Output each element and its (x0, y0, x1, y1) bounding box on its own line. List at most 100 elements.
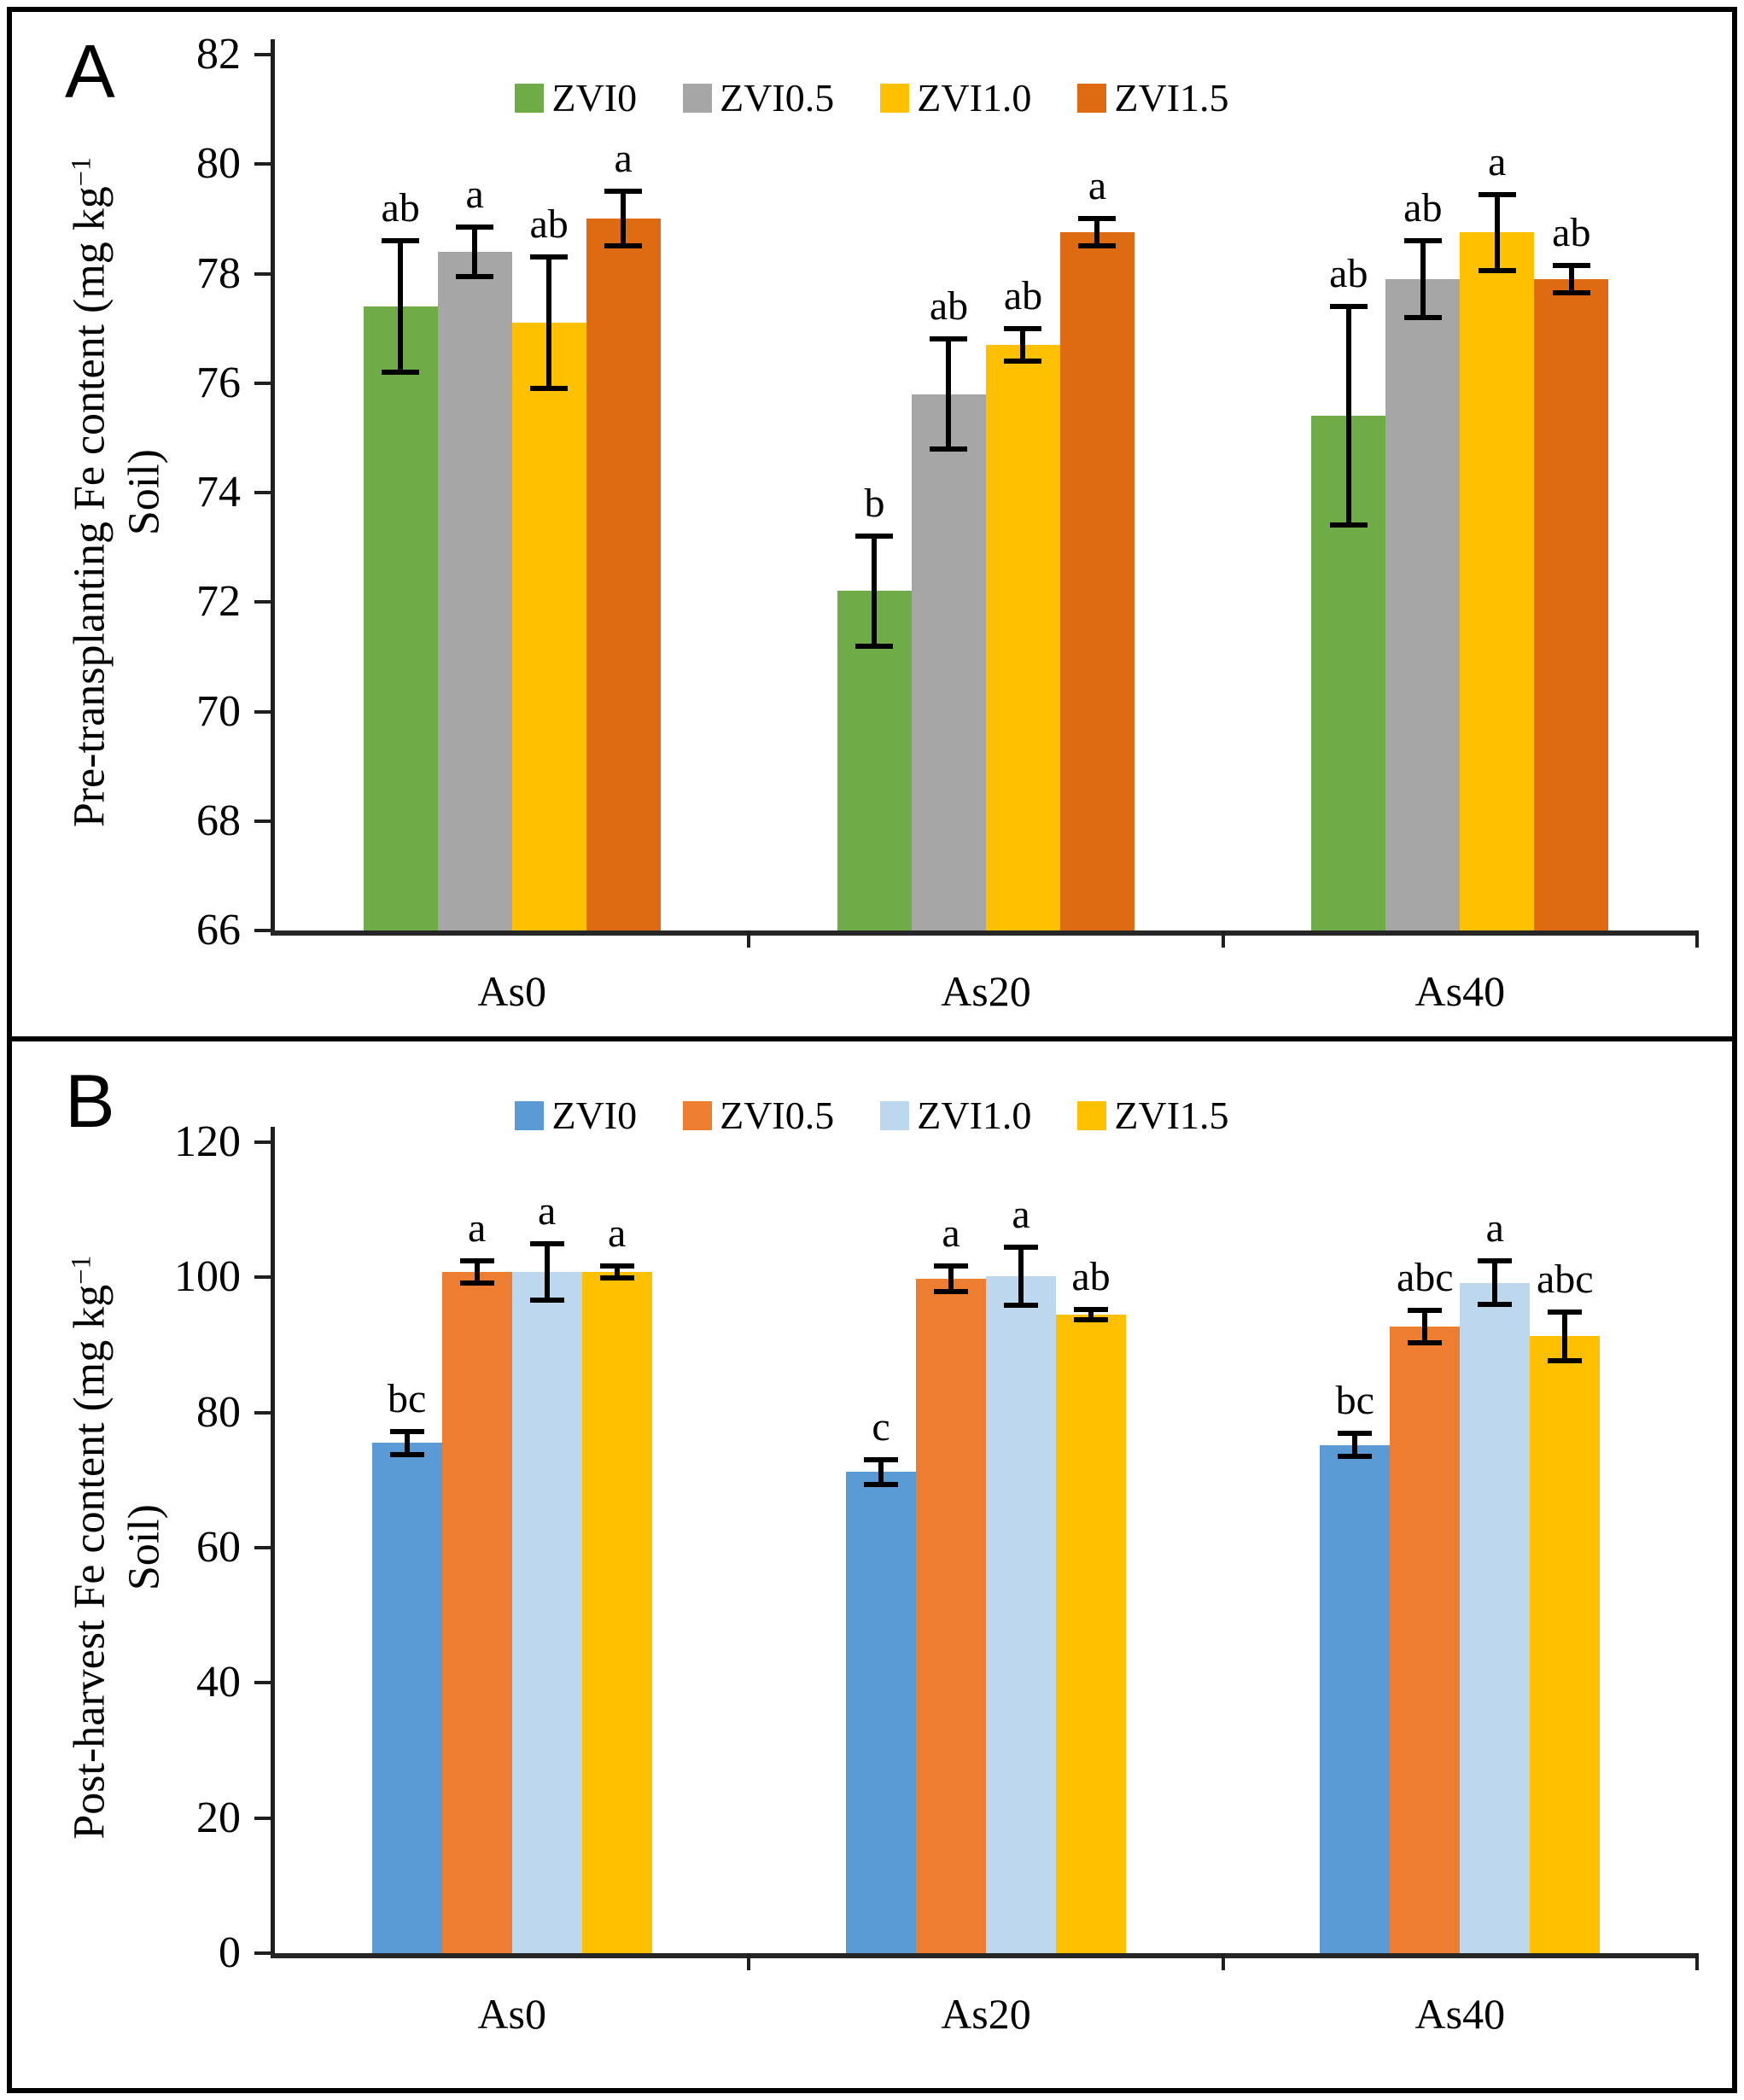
bar-ZVI1.0-As40: a (1460, 141, 1535, 930)
significance-letter: abc (1397, 1255, 1454, 1301)
error-bar-cap-top (1478, 1258, 1513, 1264)
bar-ZVI0-As40: ab (1311, 253, 1386, 930)
bar-ZVI0-As20: b (837, 483, 912, 930)
error-bar (474, 1261, 480, 1283)
panel-b: B Post-harvest Fe content (mg kg−1 Soil)… (7, 1036, 1737, 2093)
error-bar (1345, 306, 1351, 526)
y-axis-tick (254, 381, 271, 385)
bar-ZVI0.5-As0: a (441, 1208, 512, 1953)
significance-letter: ab (1071, 1253, 1111, 1299)
x-axis-tick (1695, 1953, 1699, 1970)
significance-letter: ab (529, 201, 569, 248)
error-bar-cap-top (599, 1263, 634, 1269)
bar-ZVI0.5-As20: a (915, 1212, 986, 1953)
y-axis-unit-superscript: −1 (65, 156, 96, 187)
figure: A Pre-transplanting Fe content (mg kg−1 … (7, 7, 1737, 2093)
error-bar (1094, 219, 1100, 247)
x-axis-category-label: As0 (477, 1990, 546, 2038)
error-bar-cap-bottom (459, 1280, 494, 1286)
y-axis-tick (254, 1140, 271, 1144)
error-bar-cap-top (459, 1258, 494, 1264)
x-axis-tick (1221, 930, 1225, 948)
error-bar-cap-bottom (1548, 1357, 1583, 1363)
bar-ZVI1.5-As0: a (581, 1212, 652, 1953)
category-group-As0: ab a ab a As0 (275, 55, 749, 1012)
y-axis-tick-label: 80 (196, 139, 241, 189)
bar-ZVI0-As20: c (845, 1407, 916, 1953)
error-bar (872, 536, 878, 646)
x-axis-category-label: As0 (477, 967, 546, 1015)
legend-b: ZVI0 ZVI0.5 ZVI1.0 ZVI1.5 (12, 1096, 1732, 1135)
legend-label: ZVI1.0 (917, 1094, 1032, 1137)
x-axis-category-label: As40 (1414, 1990, 1506, 2038)
bar-ZVI0-As40: bc (1320, 1380, 1391, 1953)
significance-letter: bc (388, 1375, 427, 1421)
significance-letter: a (942, 1210, 960, 1256)
error-bar-cap-top (1478, 191, 1516, 197)
significance-letter: a (538, 1187, 557, 1234)
x-axis-category-label: As20 (941, 1990, 1031, 2038)
bar-ZVI1.5-As0: a (586, 138, 661, 930)
error-bar-cap-bottom (1078, 243, 1117, 249)
significance-letter: abc (1537, 1256, 1594, 1302)
y-axis-tick-label: 20 (196, 1793, 241, 1842)
legend-a: ZVI0 ZVI0.5 ZVI1.0 ZVI1.5 (12, 79, 1732, 118)
error-bar (546, 257, 552, 389)
bar-fill (1460, 1282, 1531, 1953)
category-group-As20: c a a ab As20 (749, 1142, 1222, 2035)
legend-label: ZVI1.5 (1114, 76, 1229, 120)
y-axis-tick-label: 78 (196, 248, 241, 298)
legend-swatch-icon (515, 84, 545, 113)
error-bar-cap-top (930, 336, 968, 342)
bar-fill (985, 1275, 1056, 1953)
error-bar-cap-bottom (933, 1288, 968, 1294)
legend-item-ZVI1.5: ZVI1.5 (1077, 1094, 1229, 1137)
error-bar-cap-bottom (529, 1298, 564, 1304)
x-axis-tick (1695, 930, 1699, 948)
error-bar-cap-bottom (1552, 289, 1590, 295)
y-axis-title-text: Post-harvest Fe content (mg kg (65, 1284, 114, 1840)
error-bar-cap-bottom (1003, 1302, 1038, 1308)
legend-label: ZVI0.5 (720, 1094, 835, 1137)
error-bar (1562, 1311, 1568, 1361)
significance-letter: a (1485, 1205, 1504, 1251)
y-axis-tick (254, 53, 271, 56)
y-axis-tick (254, 1275, 271, 1280)
y-axis-tick (254, 1816, 271, 1820)
error-bar (1352, 1433, 1358, 1457)
error-bar (614, 1265, 620, 1279)
y-axis-line (271, 1127, 275, 1953)
error-bar-cap-top (1329, 303, 1368, 309)
y-axis-tick-label: 120 (174, 1117, 241, 1166)
x-axis-tick (1221, 1953, 1225, 1970)
significance-letter: ab (1552, 209, 1591, 255)
y-axis-tick (254, 1546, 271, 1549)
error-bar-cap-top (1338, 1431, 1373, 1437)
error-bar-cap-top (1408, 1308, 1443, 1314)
legend-swatch-icon (1077, 84, 1107, 113)
y-axis-tick (254, 491, 271, 494)
y-axis-line (271, 39, 275, 930)
error-bar (1568, 265, 1574, 293)
y-axis-tick-label: 0 (219, 1928, 241, 1977)
error-bar-cap-bottom (930, 446, 968, 452)
bar-ZVI1.5-As20: ab (1055, 1256, 1126, 1953)
error-bar-cap-top (1073, 1306, 1108, 1312)
legend-item-ZVI1.5: ZVI1.5 (1077, 76, 1229, 120)
bar-ZVI1.0-As0: ab (511, 204, 586, 930)
legend-label: ZVI1.5 (1114, 1094, 1229, 1137)
legend-swatch-icon (515, 1101, 545, 1130)
error-bar (1494, 194, 1500, 271)
y-axis-tick (254, 271, 271, 276)
legend-label: ZVI0 (551, 1094, 638, 1137)
error-bar-cap-bottom (456, 273, 494, 279)
error-bar-cap-top (1003, 1244, 1038, 1250)
bar-ZVI1.0-As20: a (985, 1193, 1056, 1953)
significance-letter: a (1088, 163, 1107, 209)
bar-ZVI1.0-As0: a (511, 1190, 582, 1953)
x-axis-category-label: As20 (941, 967, 1031, 1015)
bar-fill (1530, 1336, 1601, 1953)
error-bar-cap-top (382, 238, 420, 244)
category-group-As0: bc a a a As0 (275, 1142, 749, 2035)
bar-fill (1534, 278, 1609, 930)
